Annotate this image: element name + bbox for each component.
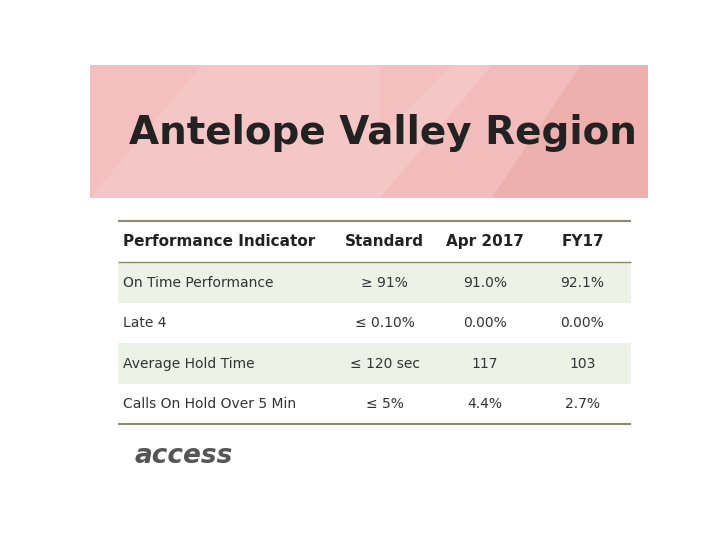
Text: 92.1%: 92.1% <box>560 275 605 289</box>
Text: 0.00%: 0.00% <box>463 316 507 330</box>
Polygon shape <box>380 65 648 198</box>
Polygon shape <box>492 65 648 198</box>
Text: 0.00%: 0.00% <box>561 316 604 330</box>
Text: Apr 2017: Apr 2017 <box>446 234 524 249</box>
FancyBboxPatch shape <box>118 384 631 424</box>
Text: Antelope Valley Region: Antelope Valley Region <box>129 114 637 152</box>
FancyBboxPatch shape <box>118 343 631 384</box>
Text: Performance Indicator: Performance Indicator <box>124 234 316 249</box>
Text: 103: 103 <box>570 356 595 370</box>
Text: 2.7%: 2.7% <box>565 397 600 411</box>
Text: ≤ 5%: ≤ 5% <box>366 397 404 411</box>
FancyBboxPatch shape <box>90 65 648 198</box>
Polygon shape <box>380 65 453 136</box>
Text: Average Hold Time: Average Hold Time <box>124 356 255 370</box>
Text: 117: 117 <box>472 356 498 370</box>
Text: 91.0%: 91.0% <box>463 275 507 289</box>
Text: ≥ 91%: ≥ 91% <box>361 275 408 289</box>
Text: On Time Performance: On Time Performance <box>124 275 274 289</box>
Text: ≤ 0.10%: ≤ 0.10% <box>355 316 415 330</box>
FancyBboxPatch shape <box>118 262 631 303</box>
Polygon shape <box>90 65 202 198</box>
Text: ≤ 120 sec: ≤ 120 sec <box>350 356 420 370</box>
Text: FY17: FY17 <box>561 234 604 249</box>
FancyBboxPatch shape <box>118 303 631 343</box>
Text: Calls On Hold Over 5 Min: Calls On Hold Over 5 Min <box>124 397 297 411</box>
Text: Standard: Standard <box>346 234 424 249</box>
Text: 4.4%: 4.4% <box>467 397 503 411</box>
Text: access: access <box>135 443 233 469</box>
Text: Late 4: Late 4 <box>124 316 167 330</box>
